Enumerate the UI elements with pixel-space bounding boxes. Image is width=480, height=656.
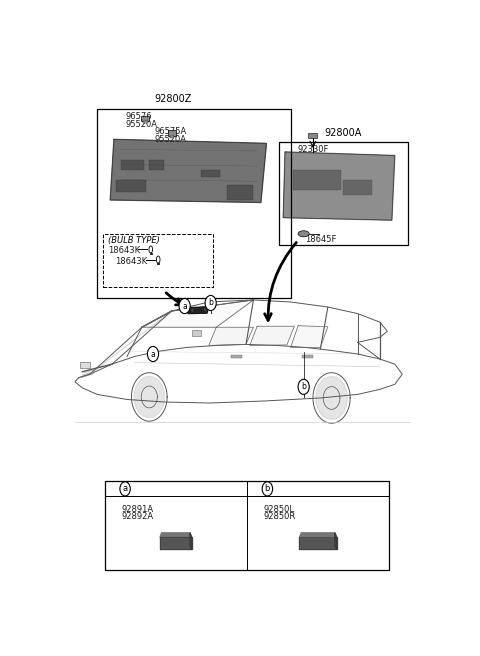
Bar [143, 121, 148, 123]
Bar [168, 131, 176, 136]
Circle shape [120, 482, 130, 496]
Bar [121, 159, 144, 170]
Text: b: b [301, 382, 306, 392]
Ellipse shape [156, 256, 160, 263]
Polygon shape [160, 537, 192, 550]
Text: a: a [151, 350, 156, 359]
Bar [116, 180, 145, 192]
Bar [81, 361, 90, 367]
Polygon shape [160, 533, 192, 537]
Bar [231, 354, 242, 358]
Polygon shape [300, 533, 336, 537]
Circle shape [204, 308, 206, 312]
Bar [141, 116, 149, 121]
Polygon shape [110, 139, 266, 203]
Text: 92800A: 92800A [325, 129, 362, 138]
Text: 92330F: 92330F [297, 146, 329, 154]
Polygon shape [190, 533, 192, 550]
Bar [105, 482, 389, 569]
Text: 96576: 96576 [125, 112, 152, 121]
Bar [292, 170, 341, 190]
Circle shape [262, 482, 273, 496]
Polygon shape [300, 537, 336, 550]
Ellipse shape [298, 231, 309, 237]
Polygon shape [316, 377, 348, 419]
Polygon shape [250, 326, 294, 346]
Circle shape [298, 379, 309, 394]
Text: 18645F: 18645F [305, 236, 337, 244]
Ellipse shape [149, 246, 153, 253]
Text: 92800Z: 92800Z [155, 94, 192, 104]
Text: 18643K: 18643K [108, 247, 140, 255]
Text: b: b [264, 484, 270, 493]
Bar [149, 159, 164, 170]
Bar [97, 109, 290, 298]
Text: 92892A: 92892A [121, 512, 154, 521]
Text: a: a [122, 484, 128, 493]
Text: 18643K: 18643K [115, 256, 147, 266]
Polygon shape [283, 152, 395, 220]
Text: 92850R: 92850R [264, 512, 296, 521]
Bar [103, 234, 213, 287]
Text: (BULB TYPE): (BULB TYPE) [108, 236, 159, 245]
Text: a: a [182, 302, 187, 310]
Circle shape [205, 295, 216, 310]
Text: 95520A: 95520A [125, 120, 157, 129]
Bar [202, 170, 220, 177]
Bar [192, 330, 202, 337]
Polygon shape [335, 533, 336, 550]
Bar [169, 136, 174, 138]
Bar [279, 142, 408, 245]
Text: b: b [208, 298, 213, 308]
Polygon shape [290, 326, 328, 348]
Polygon shape [134, 377, 165, 418]
Polygon shape [209, 327, 253, 346]
Bar [228, 185, 253, 200]
Circle shape [147, 346, 158, 361]
Text: 96575A: 96575A [155, 127, 187, 136]
Text: 95520A: 95520A [155, 135, 187, 144]
Circle shape [179, 298, 190, 314]
Bar [309, 133, 317, 138]
Bar [343, 180, 372, 195]
Polygon shape [188, 307, 209, 314]
Text: 92850L: 92850L [264, 504, 295, 514]
Text: 92891A: 92891A [121, 504, 154, 514]
Circle shape [191, 308, 194, 312]
Polygon shape [142, 300, 253, 327]
Bar [302, 354, 313, 358]
